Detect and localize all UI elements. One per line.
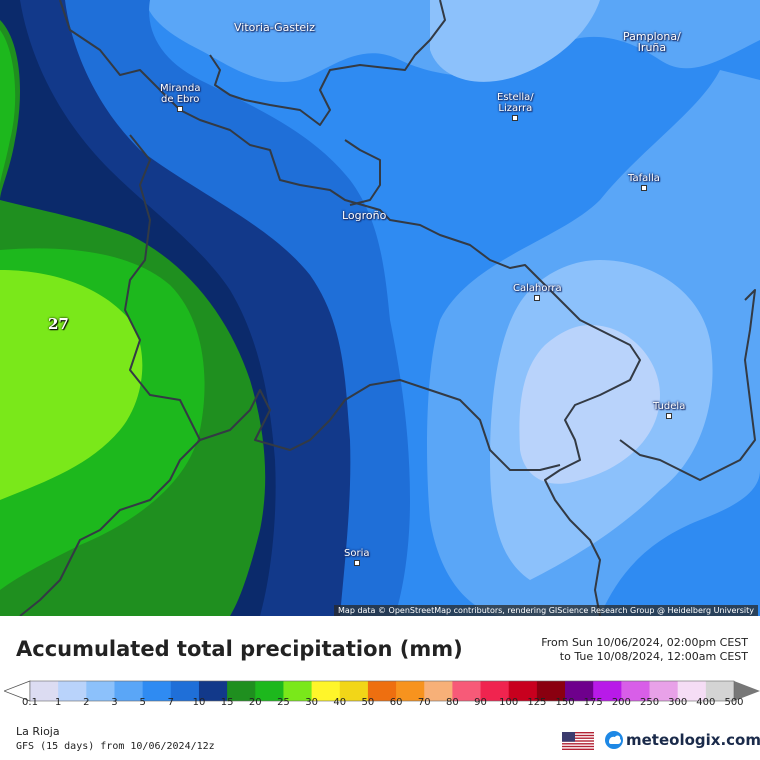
legend-label: 500 bbox=[724, 697, 744, 708]
legend-swatch bbox=[30, 681, 59, 701]
meteologix-logo[interactable]: meteologix.com bbox=[604, 729, 760, 751]
legend-swatch bbox=[677, 681, 707, 701]
legend-label: 15 bbox=[220, 697, 234, 708]
legend-swatch bbox=[142, 681, 172, 701]
region-borders bbox=[19, 0, 756, 616]
forecast-period: From Sun 10/06/2024, 02:00pm CEST to Tue… bbox=[541, 636, 748, 664]
legend-label: 10 bbox=[192, 697, 206, 708]
city-calahorra: Calahorra bbox=[513, 283, 562, 301]
legend-label: 70 bbox=[417, 697, 431, 708]
chart-title: Accumulated total precipitation (mm) bbox=[16, 637, 463, 661]
legend-label: 5 bbox=[139, 697, 146, 708]
legend-label: 150 bbox=[555, 697, 575, 708]
city-soria: Soria bbox=[344, 548, 369, 566]
map-attribution: Map data © OpenStreetMap contributors, r… bbox=[334, 605, 758, 616]
period-to: to Tue 10/08/2024, 12:00am CEST bbox=[559, 650, 748, 663]
legend-label: 50 bbox=[361, 697, 375, 708]
legend-swatch bbox=[311, 681, 341, 701]
legend-label: 0.1 bbox=[22, 697, 38, 708]
city-miranda: Miranda de Ebro bbox=[160, 83, 200, 112]
legend-swatch bbox=[621, 681, 651, 701]
legend-label: 125 bbox=[527, 697, 547, 708]
legend-swatch bbox=[198, 681, 228, 701]
legend-labels: 0.1 1 2 3 5 7 10 15 20 25 30 40 50 60 70 80 90 100 125 150 1… bbox=[0, 697, 760, 711]
map-canvas bbox=[0, 0, 760, 616]
legend-swatch bbox=[396, 681, 425, 701]
legend-label: 30 bbox=[305, 697, 318, 708]
legend-swatch bbox=[565, 681, 594, 701]
legend-swatch bbox=[705, 681, 735, 701]
legend-swatch bbox=[536, 681, 566, 701]
legend-swatch bbox=[170, 681, 200, 701]
city-tudela: Tudela bbox=[653, 401, 685, 419]
legend-swatch bbox=[424, 681, 453, 701]
legend-swatch bbox=[114, 681, 144, 701]
zone-20-25-north bbox=[0, 30, 16, 185]
city-vitoria: Vitoria-Gasteiz bbox=[234, 21, 315, 34]
legend-label: 200 bbox=[611, 697, 631, 708]
color-legend bbox=[4, 680, 760, 702]
legend-label: 250 bbox=[639, 697, 660, 708]
legend-swatch bbox=[593, 681, 622, 701]
legend-swatch bbox=[649, 681, 679, 701]
legend-label: 300 bbox=[668, 697, 688, 708]
city-pamplona: Pamplona/ Iruña bbox=[623, 30, 681, 54]
legend-label: 100 bbox=[499, 697, 519, 708]
model-run: GFS (15 days) from 10/06/2024/12z bbox=[16, 741, 215, 752]
zone-1-2-north bbox=[430, 0, 600, 82]
legend-label: 25 bbox=[277, 697, 290, 708]
legend-swatch bbox=[255, 681, 284, 701]
legend-label: 1 bbox=[54, 697, 62, 708]
legend-label: 175 bbox=[583, 697, 603, 708]
max-value-label: 27 bbox=[48, 315, 69, 333]
city-tafalla: Tafalla bbox=[628, 173, 660, 191]
us-flag-icon[interactable] bbox=[562, 732, 594, 750]
precipitation-map[interactable]: Vitoria-Gasteiz Pamplona/ Iruña Miranda … bbox=[0, 0, 760, 616]
brand-name: meteologix.com bbox=[626, 731, 760, 749]
legend-swatch bbox=[86, 681, 115, 701]
legend-swatch bbox=[58, 681, 87, 701]
legend-label: 2 bbox=[83, 697, 90, 708]
legend-arrow-right bbox=[734, 681, 760, 701]
city-logrono: Logroño bbox=[342, 209, 387, 222]
legend-label: 400 bbox=[696, 697, 716, 708]
legend-label: 60 bbox=[389, 697, 403, 708]
legend-swatch bbox=[452, 681, 482, 701]
legend-label: 90 bbox=[474, 697, 487, 708]
zone-25-30 bbox=[0, 270, 143, 500]
legend-swatch bbox=[508, 681, 538, 701]
legend-swatch bbox=[227, 681, 256, 701]
region-name: La Rioja bbox=[16, 725, 60, 738]
legend-label: 40 bbox=[333, 697, 347, 708]
legend-label: 20 bbox=[248, 697, 262, 708]
city-estella: Estella/ Lizarra bbox=[497, 92, 534, 121]
legend-label: 3 bbox=[111, 697, 118, 708]
legend-swatch bbox=[367, 681, 397, 701]
legend-label: 7 bbox=[167, 697, 174, 708]
meteologix-logo-icon bbox=[605, 731, 623, 749]
period-from: From Sun 10/06/2024, 02:00pm CEST bbox=[541, 636, 748, 649]
legend-label: 80 bbox=[446, 697, 459, 708]
legend-swatch bbox=[480, 681, 510, 701]
legend-swatch bbox=[339, 681, 369, 701]
legend-swatch bbox=[283, 681, 313, 701]
